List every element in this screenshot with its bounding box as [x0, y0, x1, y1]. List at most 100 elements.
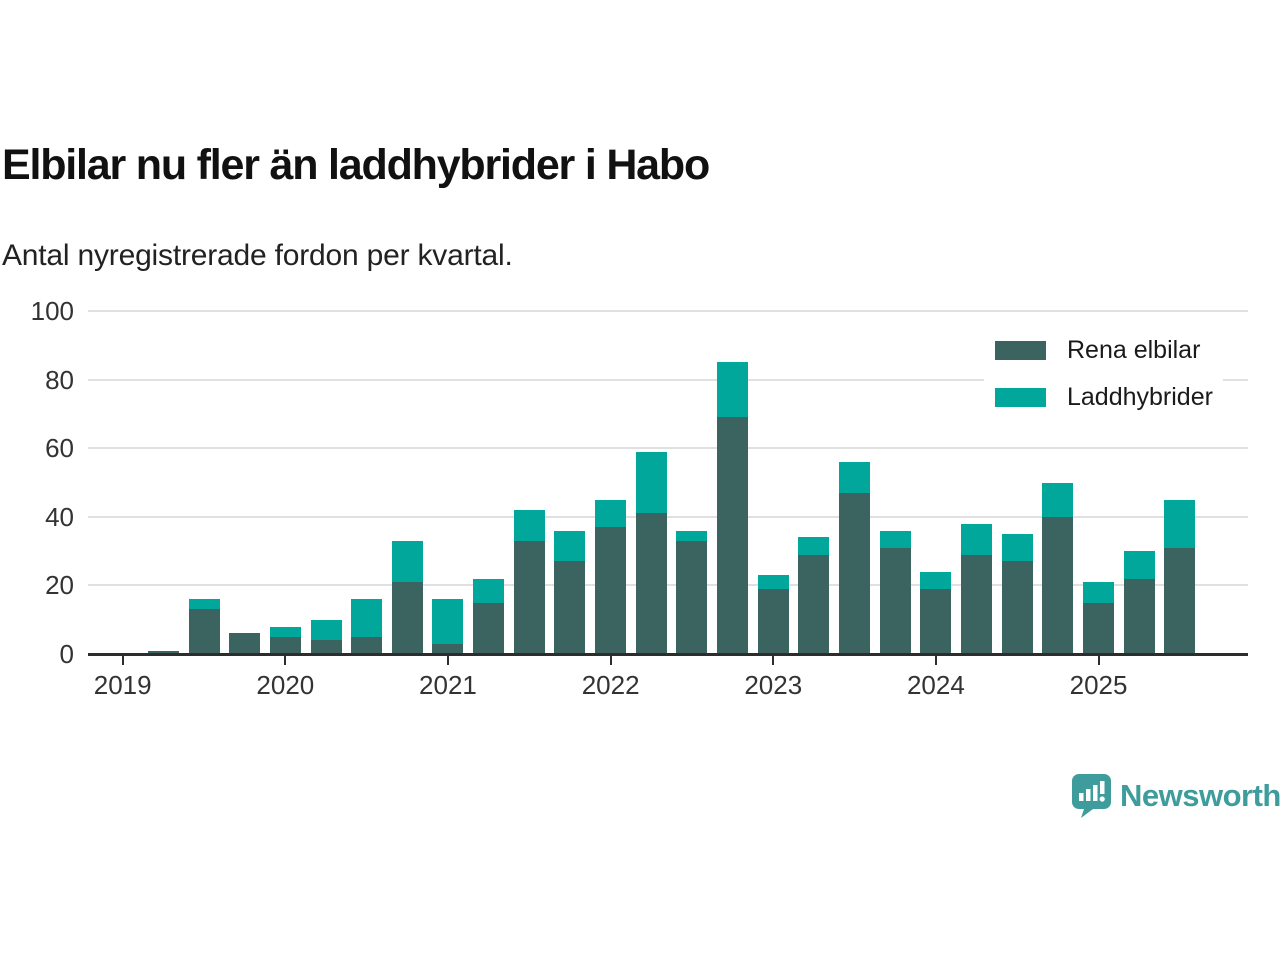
bar-2020-q1 — [269, 626, 301, 654]
chart-legend: Rena elbilar Laddhybrider — [984, 330, 1223, 422]
bar-segment-rena-elbilar — [391, 581, 423, 654]
bar-2022-q4 — [717, 362, 749, 654]
bar-2020-q3 — [351, 599, 383, 654]
gridline-80 — [88, 378, 1248, 381]
x-axis-label-2020: 2020 — [256, 670, 315, 700]
bar-2023-q4 — [879, 530, 911, 654]
bar-2021-q2 — [473, 578, 505, 654]
chart-title: Elbilar nu fler än laddhybrider i Habo — [2, 141, 710, 189]
gridline-40 — [88, 515, 1248, 518]
bar-2024-q2 — [961, 523, 993, 654]
bar-segment-laddhybrider — [1042, 482, 1074, 517]
bar-segment-laddhybrider — [351, 599, 383, 637]
x-axis-label-2019: 2019 — [93, 670, 152, 700]
bar-segment-rena-elbilar — [676, 540, 708, 654]
bar-2019-q2 — [147, 650, 179, 654]
bar-segment-rena-elbilar — [188, 609, 220, 654]
bar-segment-laddhybrider — [879, 530, 911, 548]
x-axis-tick-2024 — [934, 655, 937, 665]
bar-segment-laddhybrider — [1001, 533, 1033, 562]
newsworthy-branding: Newsworthy — [1072, 774, 1280, 818]
x-axis-tick-2023 — [772, 655, 775, 665]
x-axis-tick-2022 — [609, 655, 612, 665]
bar-segment-rena-elbilar — [1042, 516, 1074, 654]
bar-segment-laddhybrider — [432, 599, 464, 644]
bar-segment-rena-elbilar — [351, 636, 383, 654]
x-axis-label-2024: 2024 — [906, 670, 965, 700]
bar-segment-rena-elbilar — [229, 633, 261, 654]
bar-segment-laddhybrider — [1123, 551, 1155, 579]
bar-2020-q2 — [310, 619, 342, 654]
bar-segment-rena-elbilar — [635, 513, 667, 654]
bar-segment-laddhybrider — [635, 451, 667, 514]
x-axis-label-2023: 2023 — [744, 670, 803, 700]
bar-segment-rena-elbilar — [879, 547, 911, 654]
bar-segment-rena-elbilar — [1123, 578, 1155, 654]
bar-2020-q4 — [391, 540, 423, 654]
newsworthy-wordmark: Newsworthy — [1120, 778, 1280, 813]
bar-segment-rena-elbilar — [839, 492, 871, 654]
bar-segment-laddhybrider — [310, 619, 342, 641]
gridline-100 — [88, 310, 1248, 312]
x-axis-tick-2019 — [121, 655, 124, 665]
bar-segment-laddhybrider — [554, 530, 586, 562]
bar-segment-laddhybrider — [717, 362, 749, 418]
bar-2021-q1 — [432, 599, 464, 654]
bar-2022-q2 — [635, 451, 667, 654]
y-axis-label-0: 0 — [59, 639, 74, 669]
bar-2025-q2 — [1123, 551, 1155, 654]
legend-item-laddhybrider: Laddhybrider — [995, 383, 1213, 412]
bar-2019-q3 — [188, 599, 220, 654]
bar-2022-q3 — [676, 530, 708, 654]
legend-swatch-rena-elbilar — [995, 341, 1046, 360]
bar-segment-laddhybrider — [595, 499, 627, 528]
x-axis-tick-2021 — [446, 655, 449, 665]
bar-segment-rena-elbilar — [473, 602, 505, 654]
bar-segment-rena-elbilar — [717, 417, 749, 654]
bar-segment-rena-elbilar — [513, 540, 545, 654]
bar-2024-q1 — [920, 571, 952, 654]
bar-2021-q3 — [513, 509, 545, 654]
bar-segment-laddhybrider — [473, 578, 505, 603]
bar-segment-laddhybrider — [676, 530, 708, 541]
bar-2021-q4 — [554, 530, 586, 654]
x-axis-label-2025: 2025 — [1069, 670, 1128, 700]
bar-segment-rena-elbilar — [798, 554, 830, 654]
bar-2024-q3 — [1001, 533, 1033, 654]
x-axis-tick-2025 — [1097, 655, 1100, 665]
bar-segment-laddhybrider — [513, 509, 545, 541]
y-axis-label-100: 100 — [30, 296, 74, 326]
bar-2022-q1 — [595, 499, 627, 654]
x-axis-label-2021: 2021 — [419, 670, 477, 700]
newsworthy-speech-bubble-bar-chart-icon — [1072, 774, 1111, 818]
bar-segment-laddhybrider — [391, 540, 423, 582]
bar-segment-rena-elbilar — [269, 636, 301, 654]
bar-2024-q4 — [1042, 482, 1074, 655]
bar-segment-rena-elbilar — [920, 588, 952, 654]
y-axis-label-60: 60 — [45, 433, 74, 464]
bar-segment-laddhybrider — [798, 537, 830, 555]
y-axis-label-20: 20 — [45, 570, 74, 601]
bar-segment-rena-elbilar — [961, 554, 993, 654]
bar-segment-laddhybrider — [188, 599, 220, 610]
bar-2019-q4 — [229, 633, 261, 654]
bar-2025-q1 — [1083, 581, 1115, 654]
bar-segment-laddhybrider — [757, 575, 789, 589]
bar-segment-rena-elbilar — [554, 561, 586, 654]
bar-segment-rena-elbilar — [147, 650, 179, 654]
chart-subtitle: Antal nyregistrerade fordon per kvartal. — [2, 239, 513, 272]
bar-segment-rena-elbilar — [1083, 602, 1115, 654]
legend-item-rena-elbilar: Rena elbilar — [995, 336, 1213, 365]
bar-2025-q3 — [1164, 499, 1196, 654]
gridline-60 — [88, 447, 1248, 450]
bar-segment-rena-elbilar — [310, 640, 342, 654]
legend-label-laddhybrider: Laddhybrider — [1067, 383, 1213, 411]
bar-segment-rena-elbilar — [595, 527, 627, 654]
x-axis-tick-2020 — [284, 655, 287, 665]
bar-2023-q3 — [839, 461, 871, 654]
bar-segment-rena-elbilar — [432, 643, 464, 654]
bar-2023-q2 — [798, 537, 830, 654]
x-axis-line — [88, 652, 1248, 656]
y-axis-label-40: 40 — [45, 501, 74, 532]
